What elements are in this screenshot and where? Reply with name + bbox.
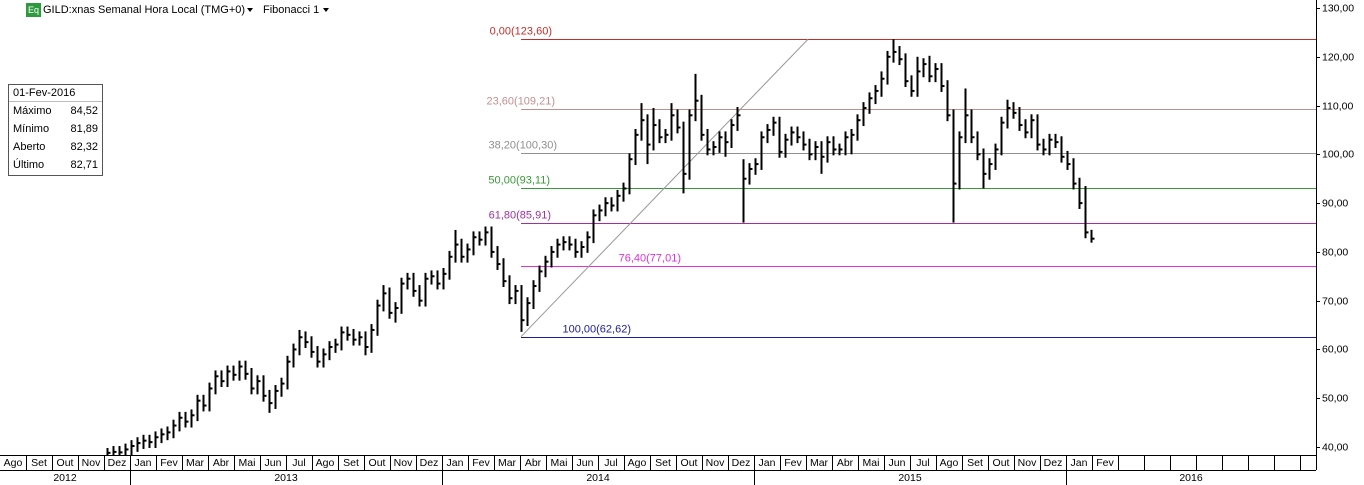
month-label: Mar [498,457,517,469]
symbol-title[interactable]: GILD:xnas Semanal Hora Local (TMG+0) [43,4,245,16]
year-label: 2012 [53,472,77,484]
fib-label: 50,00(93,11) [488,174,550,186]
month-label: Abr [837,457,854,469]
info-label: Mínimo [13,123,49,135]
info-value: 84,52 [70,105,98,117]
y-tick-label: 40,00 [1322,441,1348,453]
month-label: Mai [863,457,880,469]
info-label: Último [13,158,44,171]
month-label: Set [31,457,47,469]
fib-label: 100,00(62,62) [563,323,632,335]
month-label: Jul [604,457,617,469]
month-label: Fev [784,457,802,469]
month-label: Jan [1071,457,1088,469]
info-value: 82,32 [70,141,98,153]
month-label: Jan [135,457,152,469]
month-label: Fev [472,457,490,469]
month-label: Ago [4,457,23,469]
info-value: 81,89 [70,123,98,135]
month-label: Mar [186,457,205,469]
month-label: Jan [759,457,776,469]
y-tick-label: 100,00 [1322,148,1354,160]
month-label: Jun [577,457,594,469]
year-label: 2015 [898,472,922,484]
month-label: Dez [108,457,127,469]
month-label: Fev [1096,457,1114,469]
info-label: Máximo [13,105,52,117]
fib-label: 61,80(85,91) [489,209,551,221]
month-label: Jun [265,457,282,469]
dropdown-arrow[interactable] [323,8,329,12]
month-label: Dez [732,457,751,469]
month-label: Abr [213,457,230,469]
y-tick-label: 60,00 [1322,343,1348,355]
month-label: Ago [628,457,647,469]
month-label: Out [681,457,698,469]
fib-label: 38,20(100,30) [489,139,558,151]
month-label: Nov [706,457,725,469]
y-tick-label: 80,00 [1322,246,1348,258]
axes: 130,00 120,00 110,00 100,00 90,00 80,00 70,00 6… [4,2,1354,485]
month-label: Jan [447,457,464,469]
month-label: Jul [292,457,305,469]
year-label: 2014 [586,472,610,484]
y-tick-label: 70,00 [1322,295,1348,307]
month-label: Out [57,457,74,469]
year-label: 2016 [1179,472,1203,484]
month-label: Mai [551,457,568,469]
y-tick-label: 120,00 [1322,51,1354,63]
month-label: Ago [940,457,959,469]
month-label: Dez [1044,457,1063,469]
fib-label: 76,40(77,01) [619,252,681,264]
info-value: 82,71 [70,159,98,171]
y-tick-label: 50,00 [1322,392,1348,404]
month-label: Mai [239,457,256,469]
month-label: Mar [810,457,829,469]
month-label: Abr [525,457,542,469]
info-box [8,84,103,176]
month-label: Out [993,457,1010,469]
fib-label: 23,60(109,21) [487,95,556,107]
icon-label[interactable]: Eq [28,5,39,15]
y-tick-label: 130,00 [1322,2,1354,14]
month-label: Set [967,457,983,469]
info-rows: Máximo 84,52 Mínimo 81,89 Aberto 82,32 Último 8… [13,105,98,171]
month-label: Nov [1018,457,1037,469]
y-tick-label: 90,00 [1322,197,1348,209]
year-label: 2013 [274,472,298,484]
month-label: Nov [394,457,413,469]
month-label: Fev [160,457,178,469]
month-label: Dez [420,457,439,469]
info-label: Aberto [13,141,45,153]
icon-box[interactable] [26,3,41,17]
indicator-name[interactable]: Fibonacci 1 [263,4,319,16]
month-label: Set [343,457,359,469]
month-label: Nov [82,457,101,469]
month-label: Ago [316,457,335,469]
month-label: Set [655,457,671,469]
info-date: 01-Fev-2016 [13,87,75,99]
y-tick-label: 110,00 [1322,100,1353,112]
month-label: Out [369,457,386,469]
plot-area: 0,00(123,60) 23,60(109,21) 38,20(100,30) 50… [106,25,1316,455]
month-label: Jul [916,457,929,469]
fib-label: 0,00(123,60) [490,25,552,37]
dropdown-arrow[interactable] [247,8,253,12]
fib-trend [520,38,809,338]
month-label: Jun [889,457,906,469]
